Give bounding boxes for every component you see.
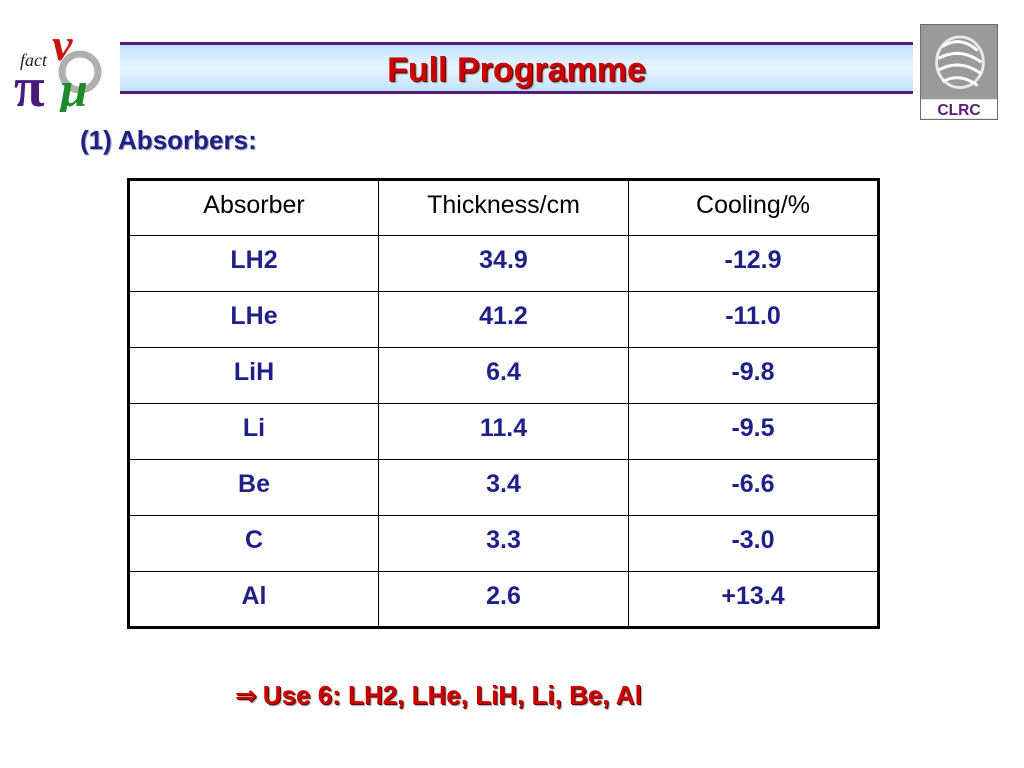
table-row: LH2 34.9 -12.9 bbox=[128, 235, 879, 292]
nu-pi-mu-logo-icon: ν π μ fact bbox=[14, 20, 102, 112]
clrc-wordmark: CLRC bbox=[937, 102, 980, 119]
cell-thickness: 6.4 bbox=[378, 347, 629, 404]
svg-text:μ: μ bbox=[57, 61, 88, 112]
clrc-globe-icon: CLRC bbox=[921, 35, 997, 119]
svg-text:π: π bbox=[14, 57, 45, 112]
fact-logo: ν π μ fact bbox=[14, 20, 114, 112]
cell-absorber: LiH bbox=[128, 347, 379, 404]
section-heading: (1) Absorbers: bbox=[80, 125, 257, 155]
table-row: Al 2.6 +13.4 bbox=[128, 571, 879, 628]
table-row: Li 11.4 -9.5 bbox=[128, 403, 879, 460]
svg-text:ν: ν bbox=[52, 20, 73, 70]
cell-absorber: C bbox=[128, 515, 379, 572]
cell-thickness: 3.4 bbox=[378, 459, 629, 516]
cell-thickness: 11.4 bbox=[378, 403, 629, 460]
cell-absorber: LH2 bbox=[128, 235, 379, 292]
column-header-thickness: Thickness/cm bbox=[378, 179, 629, 236]
cell-absorber: LHe bbox=[128, 291, 379, 348]
cell-thickness: 2.6 bbox=[378, 571, 629, 628]
column-header-absorber: Absorber bbox=[128, 179, 379, 236]
column-header-cooling: Cooling/% bbox=[628, 179, 879, 236]
cell-cooling: -12.9 bbox=[628, 235, 879, 292]
conclusion-line: ⇒ Use 6: LH2, LHe, LiH, Li, Be, Al bbox=[235, 680, 642, 711]
cell-absorber: Be bbox=[128, 459, 379, 516]
table-row: C 3.3 -3.0 bbox=[128, 515, 879, 572]
clrc-logo: CLRC bbox=[920, 24, 998, 120]
page-title: Full Programme bbox=[387, 51, 646, 89]
table-header-row: Absorber Thickness/cm Cooling/% bbox=[128, 179, 879, 236]
fact-wordmark: fact bbox=[20, 50, 48, 70]
cell-thickness: 3.3 bbox=[378, 515, 629, 572]
cell-thickness: 41.2 bbox=[378, 291, 629, 348]
cell-cooling: -3.0 bbox=[628, 515, 879, 572]
table-row: Be 3.4 -6.6 bbox=[128, 459, 879, 516]
table-row: LiH 6.4 -9.8 bbox=[128, 347, 879, 404]
cell-cooling: -9.5 bbox=[628, 403, 879, 460]
title-banner: Full Programme bbox=[120, 42, 913, 94]
cell-absorber: Al bbox=[128, 571, 379, 628]
implies-arrow-icon: ⇒ bbox=[235, 681, 257, 711]
conclusion-text: Use 6: LH2, LHe, LiH, Li, Be, Al bbox=[262, 680, 642, 710]
cell-thickness: 34.9 bbox=[378, 235, 629, 292]
cell-cooling: -9.8 bbox=[628, 347, 879, 404]
cell-cooling: -6.6 bbox=[628, 459, 879, 516]
cell-absorber: Li bbox=[128, 403, 379, 460]
absorber-table: Absorber Thickness/cm Cooling/% LH2 34.9… bbox=[127, 178, 880, 629]
cell-cooling: -11.0 bbox=[628, 291, 879, 348]
table-row: LHe 41.2 -11.0 bbox=[128, 291, 879, 348]
cell-cooling: +13.4 bbox=[628, 571, 879, 628]
